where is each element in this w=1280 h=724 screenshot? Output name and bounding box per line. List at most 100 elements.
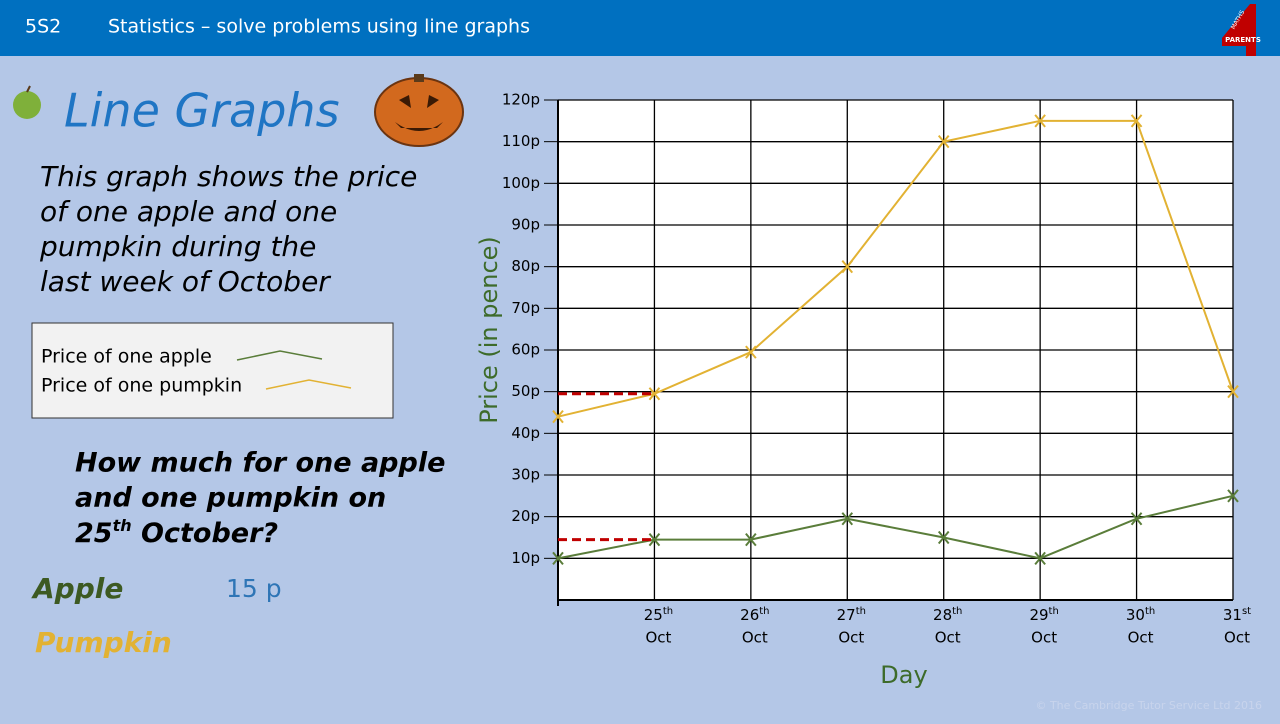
y-tick-label: 40p bbox=[511, 424, 540, 442]
x-tick-day: 27 bbox=[837, 606, 856, 624]
x-tick-day: 25 bbox=[644, 606, 663, 624]
legend-label: Price of one pumpkin bbox=[41, 375, 242, 397]
legend-box bbox=[31, 322, 394, 419]
lesson-heading: Statistics – solve problems using line g… bbox=[108, 16, 530, 38]
y-tick-label: 60p bbox=[511, 341, 540, 359]
description-line: pumpkin during the bbox=[39, 230, 316, 263]
answer-value: 15 p bbox=[226, 574, 282, 603]
x-tick-day: 29 bbox=[1029, 606, 1048, 624]
point-marker bbox=[648, 387, 661, 401]
y-tick-label: 80p bbox=[511, 257, 540, 275]
marker-stroke bbox=[648, 387, 661, 401]
x-tick-month: Oct bbox=[1224, 629, 1250, 647]
y-tick-label: 100p bbox=[502, 174, 540, 192]
y-tick-label: 110p bbox=[502, 132, 540, 150]
legend-swatch bbox=[236, 350, 323, 361]
marker-stroke bbox=[937, 530, 950, 545]
pumpkin-icon bbox=[374, 74, 464, 147]
lesson-title: Line Graphs bbox=[64, 84, 340, 138]
x-axis-label: Day bbox=[880, 661, 927, 689]
chart: 10p 20p 30p 40p 50p 60p 70p 80p 90p 100p 110p 120p 2… bbox=[502, 91, 1251, 647]
x-tick-month: Oct bbox=[1128, 629, 1154, 647]
pumpkin-stem bbox=[414, 74, 424, 82]
point-marker bbox=[937, 135, 950, 149]
legend-label: Price of one apple bbox=[41, 346, 212, 368]
marker-stroke bbox=[552, 551, 564, 565]
marker-stroke bbox=[552, 410, 564, 424]
x-tick-day: 31 bbox=[1223, 606, 1242, 624]
x-tick-day: 28 bbox=[933, 606, 952, 624]
marker-stroke bbox=[648, 532, 661, 547]
point-marker bbox=[1227, 489, 1239, 503]
marker-stroke bbox=[1227, 385, 1239, 399]
marker-stroke bbox=[841, 512, 854, 526]
marker-stroke bbox=[745, 345, 757, 359]
lesson-code: 5S2 bbox=[25, 16, 61, 38]
point-marker bbox=[1034, 551, 1046, 565]
x-tick-month: Oct bbox=[935, 629, 961, 647]
x-tick-suffix: st bbox=[1242, 606, 1251, 617]
point-marker bbox=[841, 512, 854, 526]
marker-stroke bbox=[937, 135, 950, 149]
question-line: and one pumpkin on bbox=[75, 483, 386, 514]
x-tick-day: 26 bbox=[740, 606, 759, 624]
pumpkin-body bbox=[374, 77, 464, 147]
series-line bbox=[557, 494, 1234, 560]
x-tick-suffix: th bbox=[856, 606, 866, 617]
point-marker bbox=[648, 532, 661, 547]
x-tick-month: Oct bbox=[645, 629, 671, 647]
x-tick-suffix: th bbox=[1145, 606, 1155, 617]
x-tick-day: 30 bbox=[1126, 606, 1145, 624]
y-tick-label: 10p bbox=[511, 549, 540, 567]
apple-body bbox=[13, 91, 41, 119]
point-marker bbox=[1227, 385, 1239, 399]
pumpkin-eye bbox=[399, 95, 411, 108]
point-marker bbox=[1130, 114, 1143, 128]
question-line: 25th October? bbox=[75, 516, 278, 549]
description-line: of one apple and one bbox=[40, 195, 337, 228]
x-tick-suffix: th bbox=[663, 606, 673, 617]
header-bar bbox=[0, 0, 1280, 56]
x-tick-month: Oct bbox=[742, 629, 768, 647]
description-line: last week of October bbox=[40, 265, 331, 298]
x-tick-label: 29th bbox=[1029, 606, 1058, 624]
point-marker bbox=[1130, 512, 1143, 526]
y-tick-label: 50p bbox=[511, 382, 540, 400]
marker-stroke bbox=[1227, 489, 1239, 503]
marker-stroke bbox=[745, 532, 757, 547]
question-rest: October? bbox=[132, 518, 278, 549]
x-tick-month: Oct bbox=[838, 629, 864, 647]
x-tick-label: 30th bbox=[1126, 606, 1155, 624]
x-tick-month: Oct bbox=[1031, 629, 1057, 647]
x-tick-label: 28th bbox=[933, 606, 962, 624]
marker-stroke bbox=[1130, 512, 1143, 526]
description-line: This graph shows the price bbox=[40, 160, 417, 193]
answer-label: Apple bbox=[31, 572, 123, 605]
question-suffix: th bbox=[113, 516, 132, 535]
marker-stroke bbox=[1034, 551, 1046, 565]
pumpkin-mouth bbox=[395, 122, 443, 131]
point-marker bbox=[745, 532, 757, 547]
x-tick-suffix: th bbox=[1049, 606, 1059, 617]
x-tick-label: 26th bbox=[740, 606, 769, 624]
marker-stroke bbox=[1034, 114, 1046, 128]
apple-stem bbox=[26, 85, 31, 93]
y-tick-label: 30p bbox=[511, 466, 540, 484]
point-marker bbox=[745, 345, 757, 359]
point-marker bbox=[1034, 114, 1046, 128]
y-tick-label: 90p bbox=[511, 216, 540, 234]
y-axis-label: Price (in pence) bbox=[475, 236, 503, 424]
pumpkin-eye bbox=[427, 95, 439, 108]
legend: Price of one apple Price of one pumpkin bbox=[41, 346, 352, 397]
y-tick-label: 120p bbox=[502, 91, 540, 109]
y-tick-label: 20p bbox=[511, 507, 540, 525]
answer-label: Pumpkin bbox=[35, 626, 172, 659]
x-tick-label: 27th bbox=[837, 606, 866, 624]
series-line bbox=[557, 119, 1234, 418]
question-line: How much for one apple bbox=[75, 448, 445, 479]
legend-swatch bbox=[265, 379, 352, 390]
point-marker bbox=[552, 551, 564, 565]
footer: © The Cambridge Tutor Service Ltd 2016 bbox=[1035, 699, 1262, 712]
